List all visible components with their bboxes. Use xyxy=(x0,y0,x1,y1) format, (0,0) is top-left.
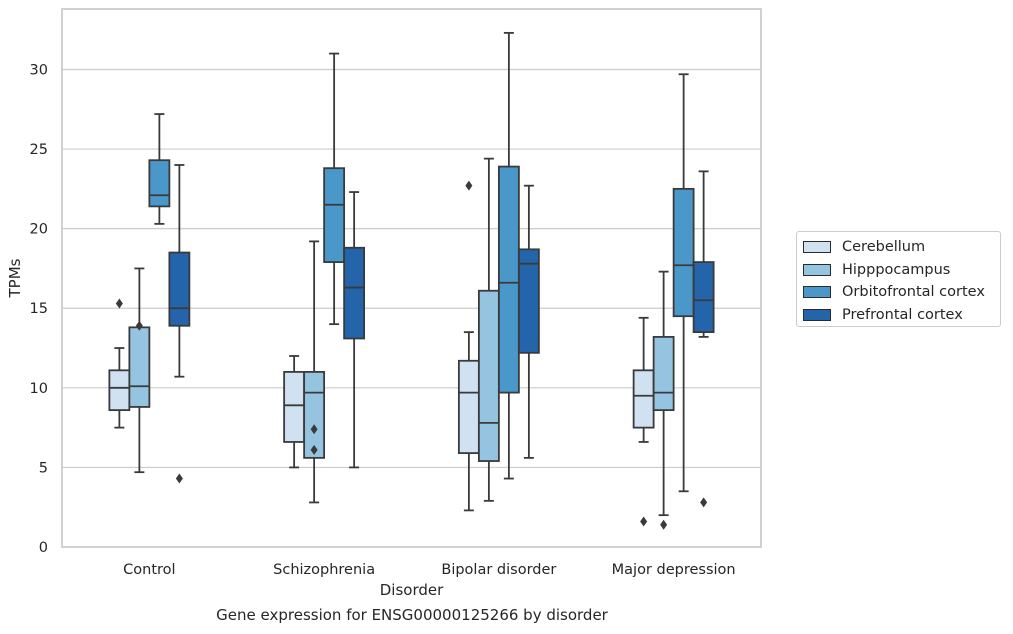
y-tick-label: 15 xyxy=(30,301,48,317)
legend-label: Prefrontal cortex xyxy=(842,306,963,323)
box-prefrontal-cortex-3 xyxy=(692,170,715,508)
outlier-point xyxy=(700,497,708,508)
box-iqr xyxy=(692,261,715,334)
legend-item-hippocampus: Hipppocampus xyxy=(797,259,1000,282)
outlier-point xyxy=(660,519,668,530)
box-iqr xyxy=(343,246,366,340)
outlier-point xyxy=(310,444,318,455)
y-tick-label: 0 xyxy=(39,540,48,556)
box-iqr xyxy=(108,369,131,412)
legend-swatch xyxy=(803,241,831,254)
legend-item-prefrontal-cortex: Prefrontal cortex xyxy=(797,304,1000,327)
y-tick-label: 25 xyxy=(30,142,48,158)
outlier-point xyxy=(310,424,318,435)
box-orbitofrontal-cortex-3 xyxy=(672,73,695,493)
box-hipppocampus-1 xyxy=(303,240,326,504)
chart-caption: Gene expression for ENSG00000125266 by d… xyxy=(216,606,608,624)
legend-label: Orbitofrontal cortex xyxy=(842,284,985,301)
y-tick-labels: 0 5 10 15 20 25 30 xyxy=(30,62,48,556)
box-iqr xyxy=(457,359,480,454)
box-orbitofrontal-cortex-1 xyxy=(323,52,346,326)
legend-item-orbitofrontal-cortex: Orbitofrontal cortex xyxy=(797,281,1000,304)
box-cerebellum-3 xyxy=(632,316,655,527)
box-iqr xyxy=(128,326,151,408)
box-iqr xyxy=(632,369,655,429)
x-tick-label: Schizophrenia xyxy=(273,562,375,578)
x-tick-label: Major depression xyxy=(612,562,736,578)
box-iqr xyxy=(497,165,520,394)
y-axis-label: TPMs xyxy=(6,258,24,298)
box-hipppocampus-2 xyxy=(477,157,500,502)
outlier-point xyxy=(175,473,183,484)
box-iqr xyxy=(168,251,191,327)
outlier-point xyxy=(135,320,143,331)
legend-label: Cerebellum xyxy=(842,239,926,256)
box-iqr xyxy=(672,187,695,318)
x-axis-label: Disorder xyxy=(380,581,444,599)
box-hipppocampus-3 xyxy=(652,270,675,530)
box-cerebellum-0 xyxy=(108,298,131,429)
legend-item-cerebellum: Cerebellum xyxy=(797,236,1000,259)
legend-swatch xyxy=(803,286,831,299)
y-tick-label: 30 xyxy=(30,62,48,78)
box-prefrontal-cortex-2 xyxy=(517,184,540,459)
box-iqr xyxy=(323,167,346,263)
outlier-point xyxy=(640,516,648,527)
box-prefrontal-cortex-0 xyxy=(168,164,191,484)
box-iqr xyxy=(517,248,540,354)
x-tick-label: Control xyxy=(123,562,175,578)
y-tick-label: 10 xyxy=(30,381,48,397)
legend: Cerebellum Hipppocampus Orbitofrontal co… xyxy=(796,231,1001,327)
box-iqr xyxy=(283,371,306,443)
box-iqr xyxy=(477,289,500,462)
box-orbitofrontal-cortex-2 xyxy=(497,31,520,480)
boxes-layer xyxy=(108,31,715,530)
box-cerebellum-1 xyxy=(283,355,306,469)
outlier-point xyxy=(465,180,473,191)
outlier-point xyxy=(115,298,123,309)
legend-swatch xyxy=(803,263,831,276)
x-tick-labels: Control Schizophrenia Bipolar disorder Majo… xyxy=(123,562,735,578)
plot-frame xyxy=(61,8,762,548)
box-iqr xyxy=(148,159,171,208)
box-hipppocampus-0 xyxy=(128,267,151,474)
box-iqr xyxy=(652,335,675,412)
legend-label: Hipppocampus xyxy=(842,261,951,278)
legend-swatch xyxy=(803,308,831,321)
x-tick-label: Bipolar disorder xyxy=(441,562,556,578)
box-cerebellum-2 xyxy=(457,180,480,512)
box-prefrontal-cortex-1 xyxy=(343,191,366,469)
y-tick-label: 20 xyxy=(30,222,48,238)
box-orbitofrontal-cortex-0 xyxy=(148,113,171,225)
y-tick-label: 5 xyxy=(39,460,48,476)
